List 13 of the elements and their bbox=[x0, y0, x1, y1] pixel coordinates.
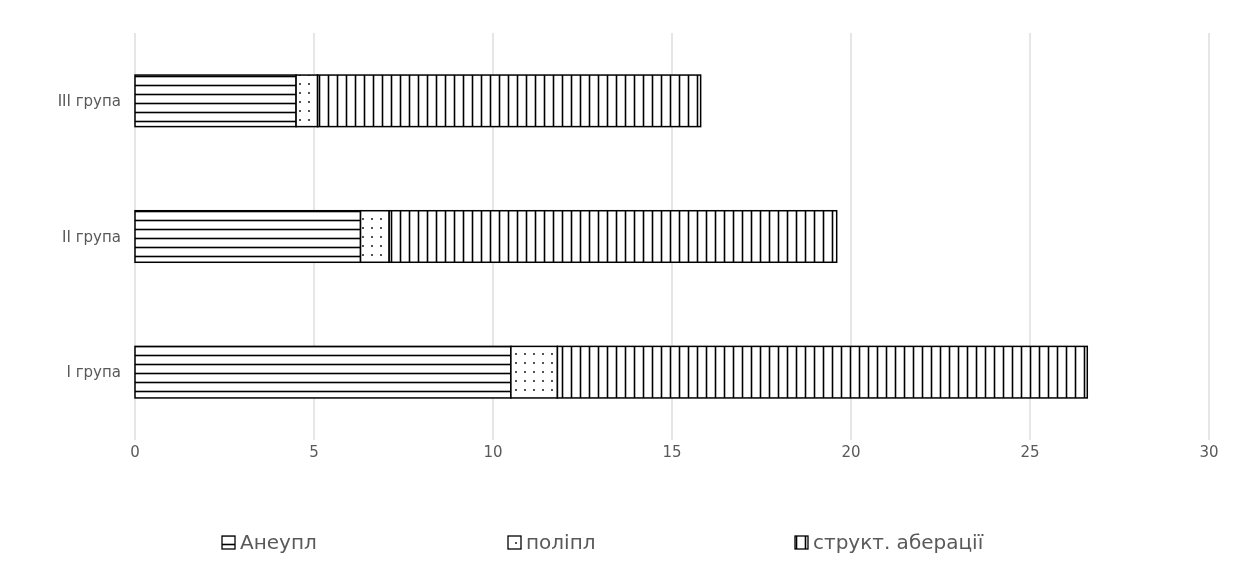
x-tick-label: 0 bbox=[130, 443, 140, 461]
x-tick-label: 15 bbox=[662, 443, 682, 461]
x-tick-label: 5 bbox=[309, 443, 319, 461]
x-tick-label: 30 bbox=[1199, 443, 1219, 461]
legend-label: поліпл bbox=[526, 530, 596, 554]
x-tick-label: 10 bbox=[483, 443, 503, 461]
legend-label: структ. аберації bbox=[813, 530, 984, 554]
y-tick-label: I група bbox=[66, 363, 121, 382]
x-tick-label: 20 bbox=[841, 443, 861, 461]
y-tick-label: III група bbox=[57, 91, 121, 110]
x-tick-label: 25 bbox=[1020, 443, 1040, 461]
y-tick-label: II група bbox=[62, 227, 121, 246]
legend-label: Анеупл bbox=[240, 530, 317, 554]
